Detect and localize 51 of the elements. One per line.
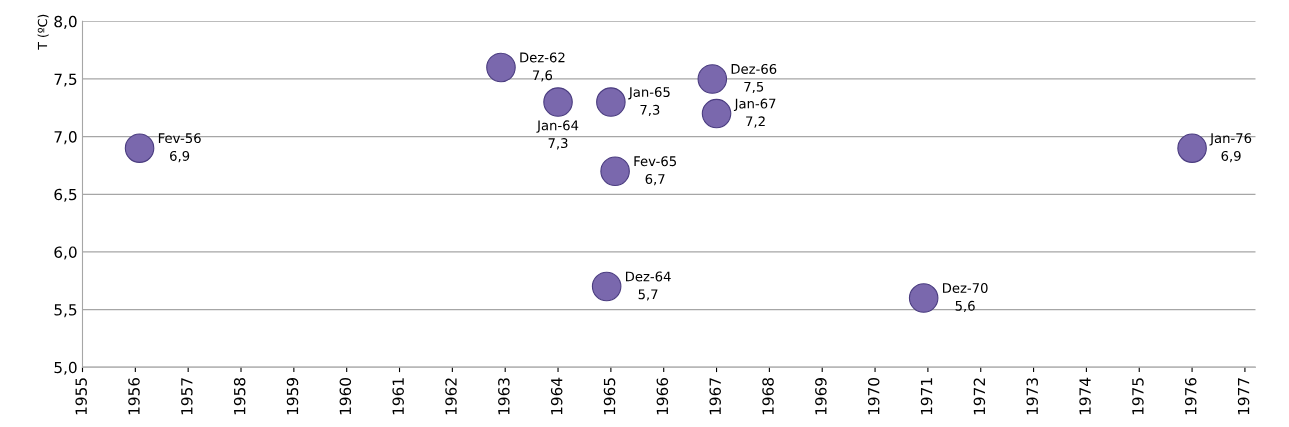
point: [1177, 133, 1207, 163]
x-tick-label: 1972: [973, 378, 986, 415]
data-label: Dez-70 5,6: [943, 283, 988, 313]
point: [596, 87, 626, 117]
x-tick-label: 1974: [1079, 377, 1091, 415]
y-tick-label: 7,5: [54, 73, 77, 87]
point: [600, 156, 630, 187]
x-tick-label: 1970: [867, 377, 880, 415]
y-tick-label: 8,0: [54, 15, 77, 29]
data-label: Fev-65 6,7: [634, 156, 676, 186]
point: [543, 87, 573, 117]
x-tick-label: 1959: [286, 378, 299, 415]
point: [908, 283, 939, 313]
x-tick-label: 1963: [498, 378, 510, 415]
data-label: Jan-64 7,3: [536, 120, 579, 150]
x-tick-label: 1960: [339, 377, 352, 415]
y-tick-label: 7,0: [54, 131, 77, 145]
data-label: Dez-62 7,6: [520, 52, 565, 82]
point: [486, 52, 516, 83]
x-tick-label: 1956: [128, 377, 140, 415]
x-tick-label: 1971: [920, 378, 933, 415]
x-tick-label: 1958: [233, 377, 246, 415]
x-tick-label: 1961: [392, 378, 404, 415]
point: [591, 271, 622, 302]
x-tick-label: 1968: [762, 377, 774, 415]
x-tick-label: 1967: [709, 378, 721, 415]
point: [697, 64, 728, 94]
x-tick-label: 1965: [603, 378, 616, 415]
data-label: Jan-76 6,9: [1209, 133, 1252, 163]
data-label: Dez-66 7,5: [731, 63, 777, 94]
x-tick-label: 1973: [1026, 378, 1038, 415]
y-tick-label: 5,0: [54, 361, 77, 375]
point: [701, 98, 732, 129]
y-tick-label: 6,0: [54, 246, 77, 260]
y-tick-label: 6,5: [54, 188, 77, 202]
data-label: Dez-64 5,7: [625, 271, 671, 301]
x-tick-label: 1977: [1237, 378, 1250, 415]
x-tick-label: 1969: [815, 378, 827, 415]
y-tick-label: 5,5: [54, 304, 77, 318]
x-tick-label: 1962: [445, 378, 457, 415]
data-label: Fev-56 6,9: [158, 133, 201, 163]
point: [124, 133, 155, 163]
x-tick-label: 1966: [656, 377, 669, 415]
y-axis-title: T (ºC): [37, 14, 49, 50]
x-tick-label: 1964: [550, 377, 563, 415]
x-tick-label: 1975: [1132, 378, 1144, 415]
x-tick-label: 1955: [75, 378, 87, 415]
x-tick-label: 1976: [1184, 377, 1197, 415]
data-label: Jan-67 7,2: [733, 98, 776, 128]
x-tick-label: 1957: [181, 378, 193, 415]
data-label: Jan-65 7,3: [628, 87, 670, 117]
